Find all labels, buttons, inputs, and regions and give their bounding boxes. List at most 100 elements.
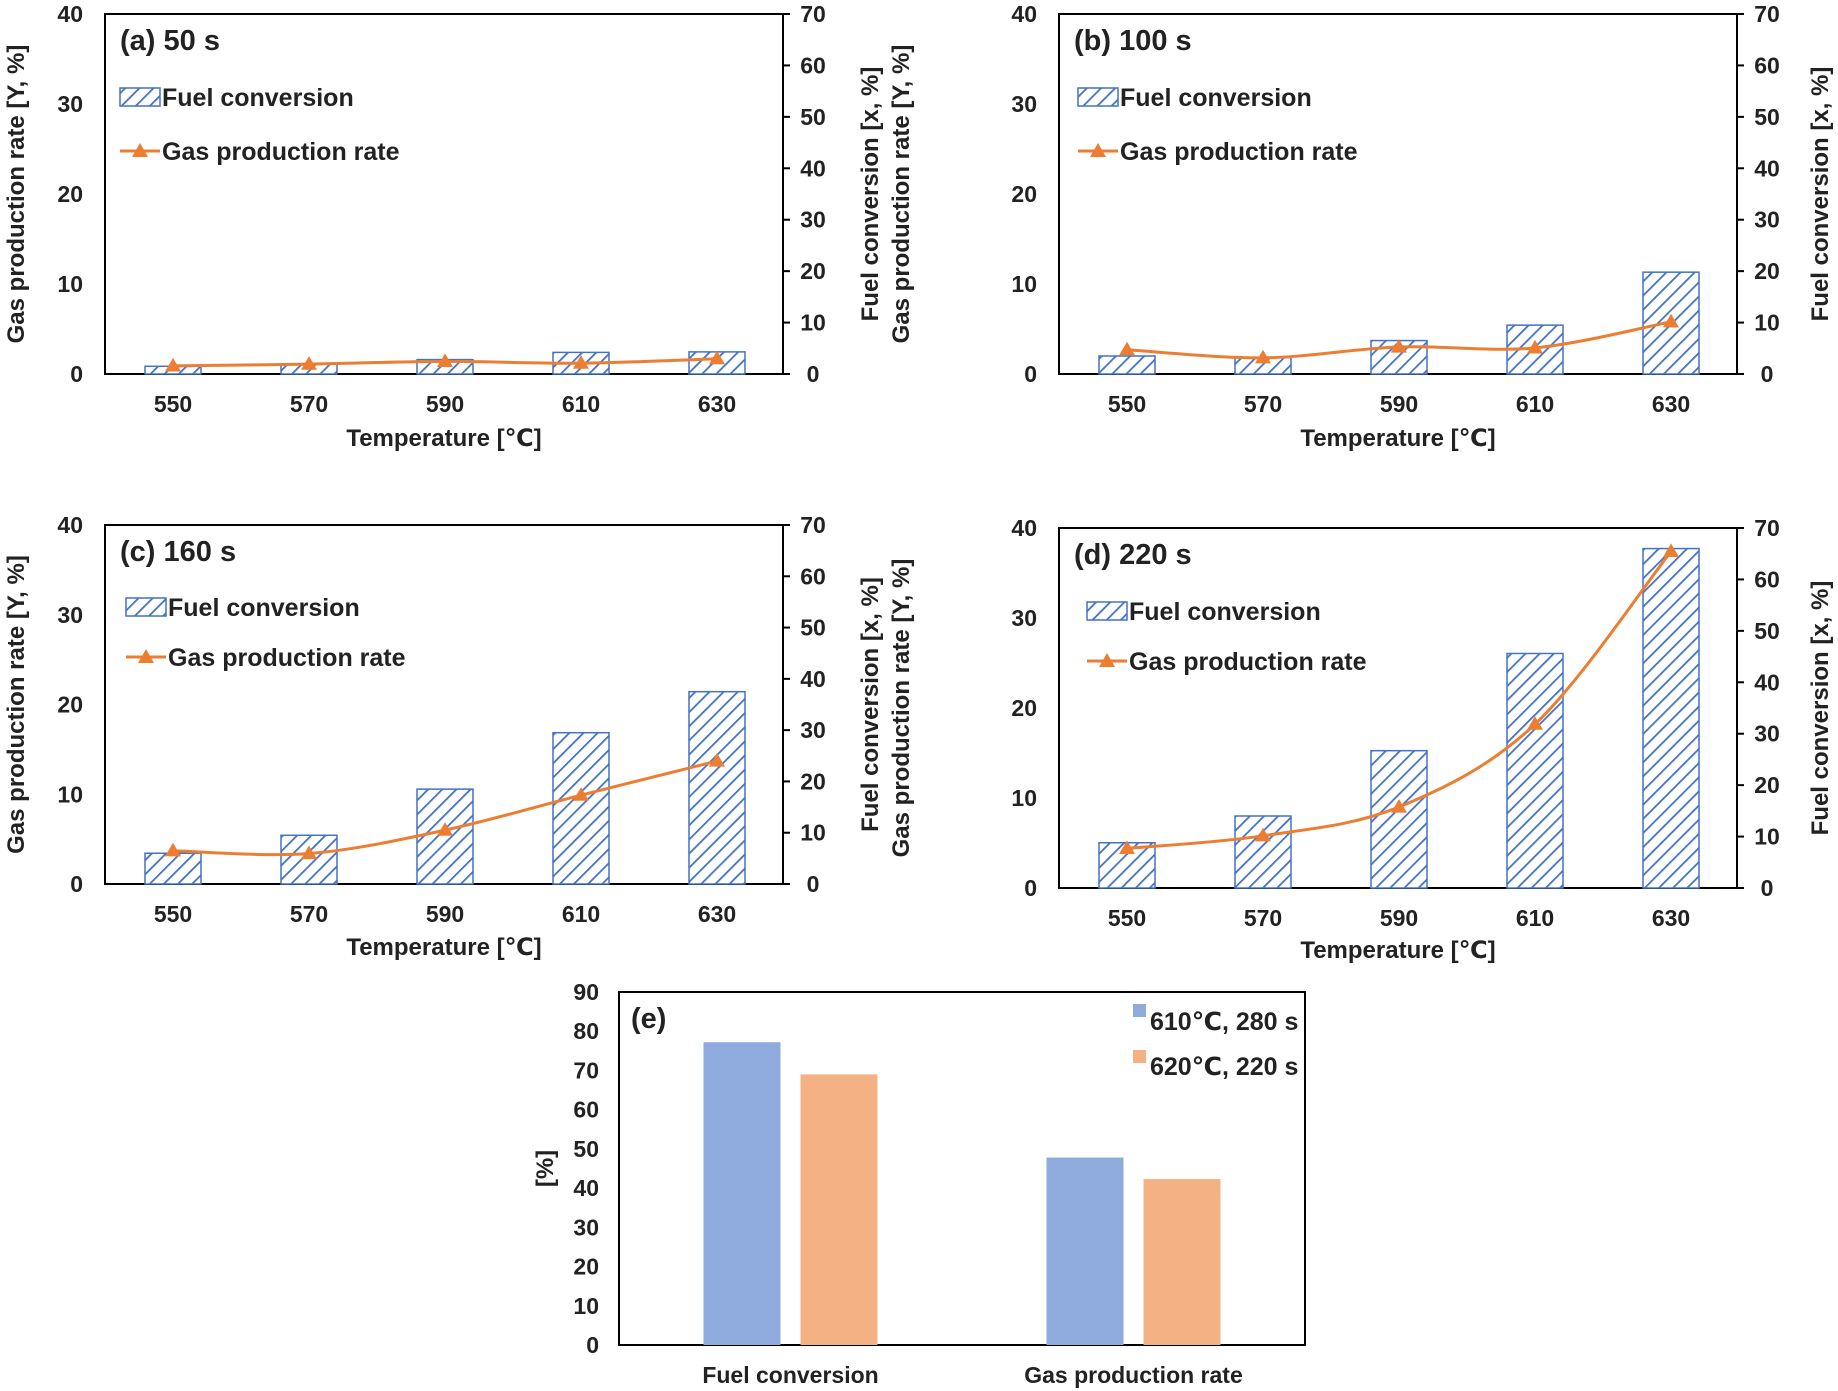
y-left-tick-label: 20	[57, 181, 83, 207]
bar-610c-280s-fuel-conversion	[703, 1042, 781, 1345]
y-right-axis-title: Fuel conversion [x, %]	[1807, 67, 1834, 322]
y-tick-label: 40	[573, 1175, 599, 1201]
bar-fuel-conversion-550	[1098, 355, 1156, 375]
bar-fuel-conversion-630	[688, 690, 746, 885]
series-line-gas-production-rate	[1126, 550, 1673, 850]
y-right-tick-label: 40	[1754, 669, 1780, 695]
bar-fuel-conversion-610	[552, 731, 610, 885]
y-left-tick-label: 40	[57, 512, 83, 538]
y-right-tick-label: 0	[1761, 361, 1774, 387]
bar-610c-280s-gas-production-rate	[1046, 1157, 1124, 1345]
point-gas-production-rate-550	[165, 842, 181, 857]
legend-swatch-fuel-conversion	[1077, 87, 1119, 107]
point-gas-production-rate-610	[1527, 339, 1543, 354]
point-gas-production-rate-610	[573, 787, 589, 801]
x-axis-title: Temperature [℃]	[346, 425, 541, 452]
y-tick-label: 70	[573, 1057, 599, 1083]
legend-label-gas-production-rate: Gas production rate	[162, 138, 400, 166]
y-left-tick-label: 0	[1024, 361, 1037, 387]
y-right-tick-label: 0	[807, 361, 820, 387]
x-tick-label: 570	[1244, 905, 1282, 931]
y-right-tick-label: 0	[1761, 875, 1774, 901]
x-tick-label: Gas production rate	[1024, 1362, 1243, 1388]
legend-label-gas-production-rate: Gas production rate	[1129, 648, 1367, 676]
y-right-tick-label: 70	[1754, 515, 1780, 541]
plot-area	[104, 13, 784, 375]
y-right-tick-label: 60	[800, 563, 826, 589]
y-right-tick-label: 60	[1754, 52, 1780, 78]
point-gas-production-rate-570	[301, 356, 317, 370]
y-left-tick-label: 0	[70, 871, 83, 897]
legend-label-fuel-conversion: Fuel conversion	[162, 84, 354, 112]
bar-fuel-conversion-570	[1234, 815, 1292, 889]
legend-marker-gas-production-rate	[1099, 653, 1115, 667]
x-tick-label: 590	[426, 901, 464, 927]
panel-label: (a) 50 s	[120, 25, 220, 57]
bar-fuel-conversion-570	[280, 834, 338, 885]
y-left-tick-label: 0	[70, 361, 83, 387]
point-gas-production-rate-610	[573, 355, 589, 369]
point-gas-production-rate-570	[1255, 827, 1271, 842]
legend-marker-gas-production-rate	[132, 143, 148, 157]
y-left-tick-label: 10	[1011, 785, 1037, 811]
bar-620c-220s-gas-production-rate	[1143, 1179, 1221, 1345]
x-tick-label: 570	[1244, 391, 1282, 417]
legend-label-610c-280s: 610℃, 280 s	[1150, 1008, 1298, 1036]
y-left-tick-label: 40	[1011, 1, 1037, 27]
x-tick-label: 590	[426, 391, 464, 417]
panel-label: (c) 160 s	[120, 536, 236, 568]
legend-marker-gas-production-rate	[138, 649, 154, 663]
y-left-tick-label: 30	[1011, 605, 1037, 631]
point-gas-production-rate-550	[1119, 341, 1135, 356]
y-right-tick-label: 50	[1754, 104, 1780, 130]
x-tick-label: 610	[562, 391, 600, 417]
y-left-axis-title: Gas production rate [Y, %]	[3, 555, 30, 854]
y-right-tick-label: 10	[1754, 824, 1780, 850]
y-right-tick-label: 50	[800, 104, 826, 130]
legend-label-fuel-conversion: Fuel conversion	[168, 594, 360, 622]
legend-swatch-620c-220s	[1133, 1050, 1146, 1063]
chart-panel-a: 0 10 20 30 40 0 10 20 30 40 50 60 70 550 570 590 610 630 T…	[3, 1, 884, 452]
x-tick-label: 630	[1652, 905, 1690, 931]
y-tick-label: 60	[573, 1097, 599, 1123]
panel-label: (b) 100 s	[1074, 25, 1192, 57]
y-right-tick-label: 30	[1754, 721, 1780, 747]
y-right-tick-label: 20	[800, 768, 826, 794]
y-tick-label: 10	[573, 1293, 599, 1319]
y-tick-label: 0	[586, 1332, 599, 1358]
y-tick-label: 30	[573, 1214, 599, 1240]
y-right-tick-label: 60	[1754, 566, 1780, 592]
y-right-axis-title: Fuel conversion [x, %]	[857, 67, 884, 322]
point-gas-production-rate-570	[1255, 349, 1271, 364]
y-tick-label: 90	[573, 979, 599, 1005]
point-gas-production-rate-610	[1527, 716, 1543, 730]
legend-label-620c-220s: 620℃, 220 s	[1150, 1053, 1298, 1081]
x-tick-label: 610	[1516, 391, 1554, 417]
point-gas-production-rate-630	[709, 350, 725, 365]
y-left-tick-label: 30	[57, 91, 83, 117]
chart-panel-d: 0 10 20 30 40 0 10 20 30 40 50 60 70 550 570 590 610 630 T…	[888, 515, 1834, 964]
point-gas-production-rate-550	[1119, 840, 1135, 854]
legend-swatch-610c-280s	[1133, 1004, 1146, 1017]
legend-swatch-fuel-conversion	[125, 597, 167, 617]
x-axis-title: Temperature [℃]	[346, 934, 541, 961]
point-gas-production-rate-630	[709, 753, 725, 767]
legend-swatch-fuel-conversion	[119, 87, 161, 107]
point-gas-production-rate-630	[1663, 313, 1679, 328]
x-tick-label: 570	[290, 391, 328, 417]
legend-label-gas-production-rate: Gas production rate	[1120, 138, 1358, 166]
point-gas-production-rate-570	[301, 845, 317, 860]
y-left-tick-label: 10	[1011, 271, 1037, 297]
bar-fuel-conversion-610	[1506, 652, 1564, 889]
y-right-tick-label: 10	[800, 820, 826, 846]
legend-marker-gas-production-rate	[1090, 143, 1106, 157]
x-tick-label: 630	[1652, 391, 1690, 417]
x-tick-label: Fuel conversion	[702, 1362, 878, 1388]
x-tick-label: 550	[1108, 391, 1146, 417]
legend-label-gas-production-rate: Gas production rate	[168, 644, 406, 672]
y-left-tick-label: 10	[57, 271, 83, 297]
y-left-axis-title: Gas production rate [Y, %]	[3, 45, 30, 344]
y-right-axis-title: Fuel conversion [x, %]	[857, 577, 884, 832]
x-axis-title: Temperature [℃]	[1300, 425, 1495, 452]
